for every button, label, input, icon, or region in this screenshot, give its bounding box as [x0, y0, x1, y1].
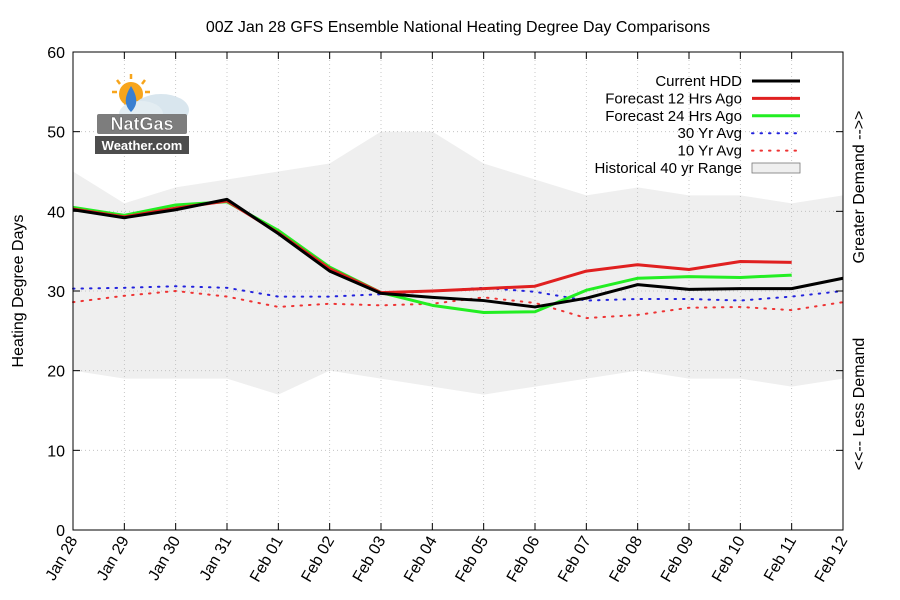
x-tick-label: Feb 08 [607, 533, 647, 585]
x-tick-label: Feb 06 [504, 533, 544, 585]
x-tick-label: Feb 10 [709, 533, 749, 585]
y-tick-label: 50 [47, 125, 65, 142]
y-tick-label: 20 [47, 364, 65, 381]
chart-title: 00Z Jan 28 GFS Ensemble National Heating… [206, 19, 710, 36]
x-tick-label: Feb 02 [299, 533, 339, 585]
logo-natgas: NatGas [110, 114, 173, 134]
legend-label: 10 Yr Avg [678, 143, 743, 160]
x-tick-label: Jan 29 [94, 533, 133, 583]
y-tick-label: 40 [47, 204, 65, 221]
x-tick-label: Feb 03 [350, 533, 390, 585]
x-tick-label: Feb 01 [247, 533, 287, 585]
x-tick-label: Feb 05 [453, 533, 493, 585]
legend-label: Forecast 24 Hrs Ago [605, 108, 742, 125]
x-tick-label: Feb 09 [658, 533, 698, 585]
y-tick-label: 0 [56, 523, 65, 540]
x-tick-label: Feb 11 [761, 533, 800, 584]
series-line-forecast-24-hrs-ago [72, 200, 792, 315]
x-tick-label: Jan 28 [43, 533, 82, 583]
legend-swatch-range [751, 162, 801, 174]
historical-range-band [73, 131, 843, 395]
x-tick-label: Feb 07 [555, 533, 595, 585]
y-tick-label: 10 [47, 443, 65, 460]
series-layer [72, 197, 844, 320]
legend-label: 30 Yr Avg [678, 125, 743, 142]
greater-demand-label: Greater Demand -->> [851, 111, 868, 264]
x-tick-label: Feb 04 [401, 533, 441, 585]
series-line-current-hdd [72, 197, 844, 309]
legend-label: Historical 40 yr Range [594, 160, 742, 177]
x-tick-label: Jan 31 [197, 533, 236, 583]
series-line-10-yr-avg [72, 290, 844, 320]
flame-icon [125, 86, 137, 112]
x-tick-label: Jan 30 [145, 533, 184, 583]
x-tick-label: Feb 12 [812, 533, 852, 585]
natgas-weather-logo: NatGas Weather.com [95, 74, 189, 154]
logo-weather-com: Weather.com [102, 138, 183, 153]
y-axis-title: Heating Degree Days [10, 215, 27, 368]
legend-label: Forecast 12 Hrs Ago [605, 90, 742, 107]
series-line-30-yr-avg [72, 285, 844, 302]
less-demand-label: <<-- Less Demand [851, 338, 868, 471]
legend-label: Current HDD [655, 73, 742, 90]
y-tick-label: 60 [47, 45, 65, 62]
historical-range-layer [73, 131, 843, 395]
y-tick-label: 30 [47, 284, 65, 301]
